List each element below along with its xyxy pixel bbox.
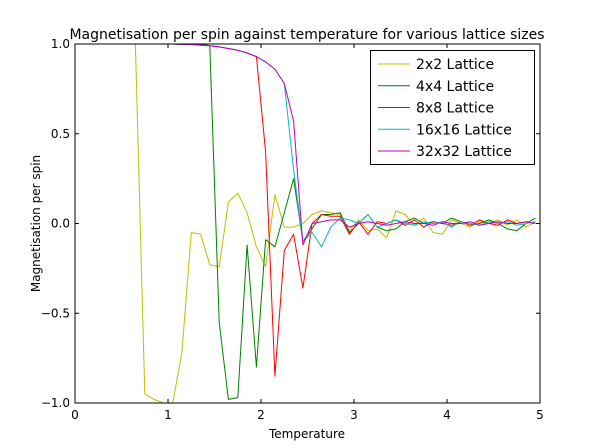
y-tick-label: −1.0 bbox=[41, 396, 70, 410]
series-line-32x32-lattice bbox=[79, 44, 536, 246]
x-tick-label: 5 bbox=[536, 408, 544, 422]
legend-item-16x16-lattice: 16x16 Lattice bbox=[378, 122, 512, 138]
y-tick-label: −0.5 bbox=[41, 306, 70, 320]
plot-lines bbox=[79, 44, 536, 403]
legend-label: 2x2 Lattice bbox=[416, 57, 494, 73]
x-tick-label: 0 bbox=[71, 408, 79, 422]
legend-label: 32x32 Lattice bbox=[416, 144, 512, 160]
y-tick-label: 0.0 bbox=[51, 217, 70, 231]
y-axis-label: Magnetisation per spin bbox=[29, 155, 43, 292]
legend-label: 4x4 Lattice bbox=[416, 79, 494, 95]
axis-ticks: 0 1 2 3 4 5 −1.0 −0.5 0.0 0.5 1.0 bbox=[41, 37, 544, 422]
y-tick-label: 1.0 bbox=[51, 37, 70, 51]
legend-label: 16x16 Lattice bbox=[416, 122, 512, 138]
x-tick-label: 2 bbox=[257, 408, 265, 422]
x-tick-label: 3 bbox=[350, 408, 358, 422]
legend-label: 8x8 Lattice bbox=[416, 101, 494, 117]
x-tick-label: 1 bbox=[164, 408, 172, 422]
chart-title: Magnetisation per spin against temperatu… bbox=[69, 27, 544, 43]
legend-item-32x32-lattice: 32x32 Lattice bbox=[378, 144, 512, 160]
legend-item-8x8-lattice: 8x8 Lattice bbox=[378, 101, 494, 117]
legend-item-2x2-lattice: 2x2 Lattice bbox=[378, 57, 494, 73]
legend-item-4x4-lattice: 4x4 Lattice bbox=[378, 79, 494, 95]
legend: 2x2 Lattice 4x4 Lattice 8x8 Lattice 16x16 L… bbox=[370, 50, 535, 165]
x-tick-label: 4 bbox=[443, 408, 451, 422]
series-line-16x16-lattice bbox=[79, 44, 536, 248]
x-axis-label: Temperature bbox=[268, 427, 345, 441]
y-tick-label: 0.5 bbox=[51, 127, 70, 141]
